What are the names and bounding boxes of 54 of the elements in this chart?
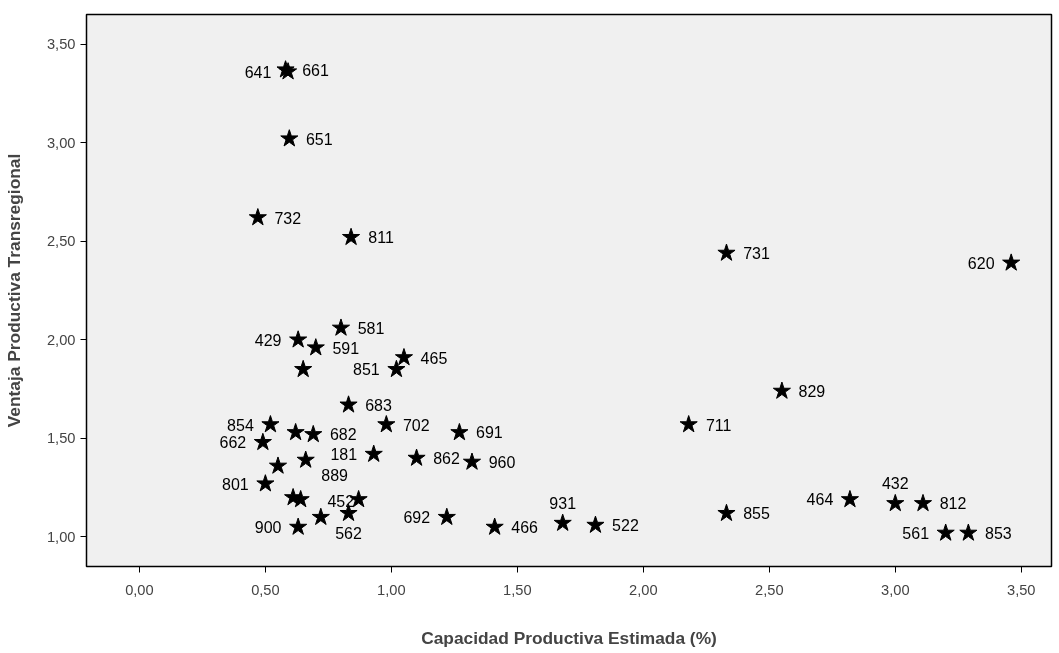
y-tick-label: 2,00 (46, 331, 76, 348)
y-tick-label: 3,50 (46, 36, 76, 53)
annotation: 811 (368, 229, 394, 247)
annotation: 900 (254, 519, 282, 537)
y-tick-label: 3,00 (46, 134, 76, 151)
x-tick-label: 2,50 (755, 581, 784, 598)
annotation: 620 (967, 254, 995, 272)
x-tick-label: 3,50 (1007, 581, 1036, 598)
annotation: 889 (321, 467, 349, 485)
annotation: 801 (222, 475, 249, 493)
annotation: 181 (330, 446, 358, 464)
y-tick-label: 1,00 (46, 528, 76, 545)
annotation: 562 (335, 525, 362, 543)
annotation: 853 (985, 524, 1012, 542)
annotation: 854 (227, 416, 254, 434)
annotation: 931 (549, 495, 577, 513)
annotation: 432 (881, 475, 909, 493)
annotation: 651 (305, 130, 333, 148)
annotation: 862 (433, 450, 461, 468)
annotation: 692 (403, 509, 431, 527)
annotation: 732 (274, 209, 302, 227)
y-tick-label: 1,50 (46, 430, 76, 447)
y-tick-label: 2,50 (46, 233, 76, 250)
annotation: 581 (357, 319, 385, 337)
x-axis-title: Capacidad Productiva Estimada (%) (421, 627, 717, 648)
annotation: 855 (743, 505, 770, 523)
annotation: 522 (612, 517, 639, 535)
annotation: 464 (806, 491, 834, 509)
annotation: 812 (939, 495, 967, 513)
annotation: 661 (302, 61, 329, 79)
x-tick-label: 2,00 (629, 581, 658, 598)
x-tick-label: 1,00 (377, 581, 406, 598)
annotation: 731 (743, 245, 770, 263)
annotation: 702 (402, 416, 430, 434)
annotation: 465 (420, 349, 448, 367)
annotation: 662 (219, 434, 247, 452)
x-tick-label: 3,00 (881, 581, 910, 598)
x-tick-label: 0,50 (251, 581, 280, 598)
annotation: 452 (327, 493, 355, 511)
x-tick-label: 0,00 (125, 581, 154, 598)
annotation: 829 (798, 383, 826, 401)
annotation: 466 (511, 519, 539, 537)
annotation: 429 (254, 331, 282, 349)
annotation: 683 (365, 396, 392, 414)
x-tick-label: 1,50 (503, 581, 532, 598)
annotation: 641 (244, 63, 272, 81)
annotation: 561 (902, 524, 930, 542)
annotation: 960 (488, 454, 516, 472)
annotation: 851 (353, 361, 380, 379)
annotation: 591 (332, 339, 360, 357)
annotation: 691 (476, 424, 503, 442)
annotation: 711 (705, 416, 732, 434)
annotation: 682 (329, 426, 357, 444)
y-axis-title: Ventaja Productiva Transregional (3, 153, 24, 428)
